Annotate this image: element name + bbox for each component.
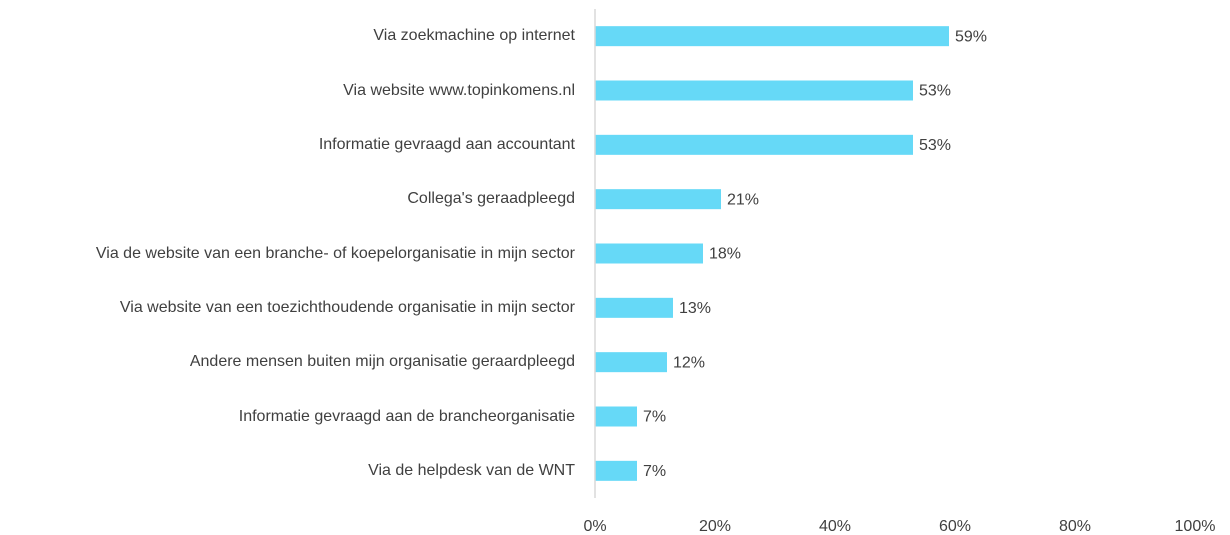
value-label: 12% <box>673 354 705 371</box>
category-label: Informatie gevraagd aan de brancheorgani… <box>238 407 575 425</box>
bar <box>595 460 637 481</box>
x-tick-label: 80% <box>1059 518 1091 535</box>
value-label: 18% <box>709 246 741 263</box>
x-tick-label: 100% <box>1175 518 1216 535</box>
category-label: Andere mensen buiten mijn organisatie ge… <box>189 353 575 371</box>
value-label: 53% <box>919 83 951 100</box>
bar <box>595 134 913 155</box>
value-label: 53% <box>919 137 951 154</box>
bar <box>595 297 673 318</box>
bar <box>595 352 667 373</box>
bar <box>595 80 913 101</box>
bar <box>595 406 637 427</box>
x-tick-label: 60% <box>939 518 971 535</box>
value-label: 59% <box>955 28 987 45</box>
x-tick-label: 40% <box>819 518 851 535</box>
value-label: 21% <box>727 191 759 208</box>
x-tick-label: 0% <box>583 518 606 535</box>
category-label: Informatie gevraagd aan accountant <box>318 135 575 153</box>
value-label: 7% <box>643 463 666 480</box>
category-label: Collega's geraadpleegd <box>407 190 575 208</box>
value-label: 13% <box>679 300 711 317</box>
category-label: Via website www.topinkomens.nl <box>343 81 575 99</box>
bar <box>595 26 949 47</box>
category-label: Via de website van een branche- of koepe… <box>95 244 575 262</box>
category-label: Via zoekmachine op internet <box>373 27 575 45</box>
bar <box>595 243 703 264</box>
value-label: 7% <box>643 409 666 426</box>
x-tick-label: 20% <box>699 518 731 535</box>
category-label: Via de helpdesk van de WNT <box>368 461 575 479</box>
category-label: Via website van een toezichthoudende org… <box>119 298 575 316</box>
bar <box>595 189 721 210</box>
